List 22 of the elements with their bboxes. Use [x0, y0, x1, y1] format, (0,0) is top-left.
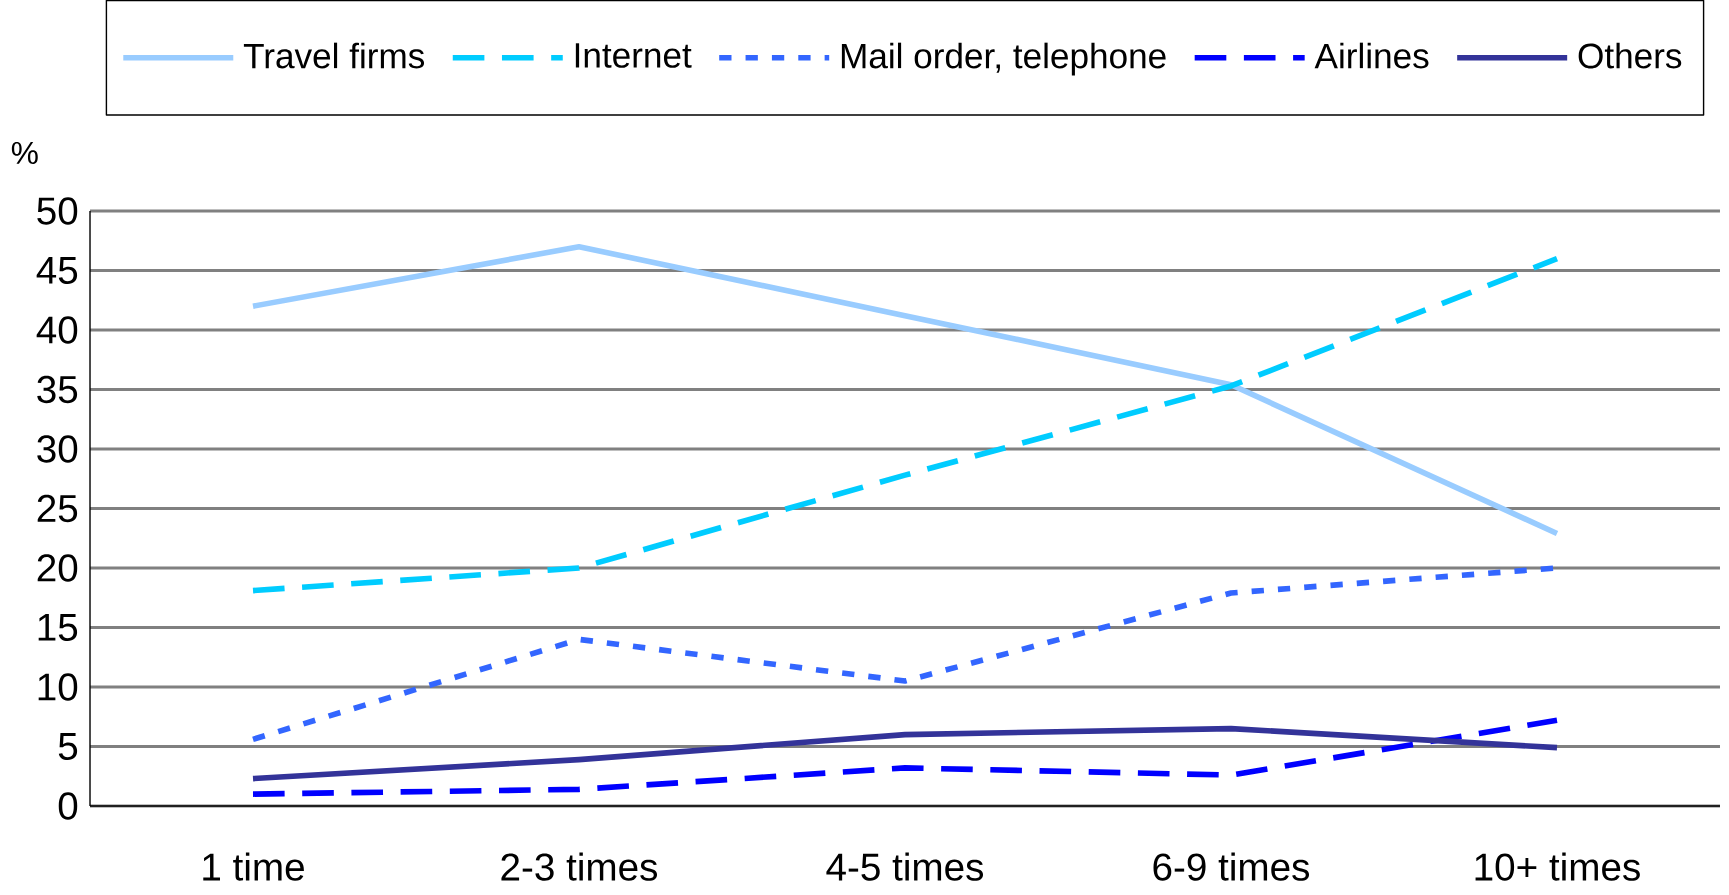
- y-tick-label: 45: [36, 257, 78, 284]
- x-tick-label: 6-9 times: [1153, 852, 1310, 881]
- y-axis-title: %: [11, 141, 38, 165]
- y-tick-label: 40: [36, 316, 78, 344]
- x-tick-label: 2-3 times: [501, 852, 658, 881]
- y-tick-label: 50: [37, 197, 78, 225]
- y-tick-label: 20: [37, 554, 78, 582]
- y-tick-label: 15: [38, 614, 78, 641]
- x-tick-label: 10+ times: [1475, 852, 1640, 881]
- legend-label: Airlines: [1314, 42, 1429, 69]
- x-tick-label: 4-5 times: [826, 852, 984, 881]
- legend-label: Internet: [575, 43, 692, 68]
- legend-label: Travel firms: [243, 42, 425, 69]
- y-tick-label: 30: [37, 435, 78, 463]
- x-tick-label: 1 time: [203, 852, 304, 881]
- y-tick-label: 10: [38, 673, 78, 701]
- y-tick-label: 35: [37, 375, 78, 404]
- legend-label: Mail order, telephone: [841, 42, 1166, 76]
- y-tick-label: 0: [58, 792, 78, 820]
- y-tick-label: 5: [58, 733, 78, 760]
- legend-label: Others: [1578, 42, 1682, 69]
- y-tick-label: 25: [37, 494, 78, 523]
